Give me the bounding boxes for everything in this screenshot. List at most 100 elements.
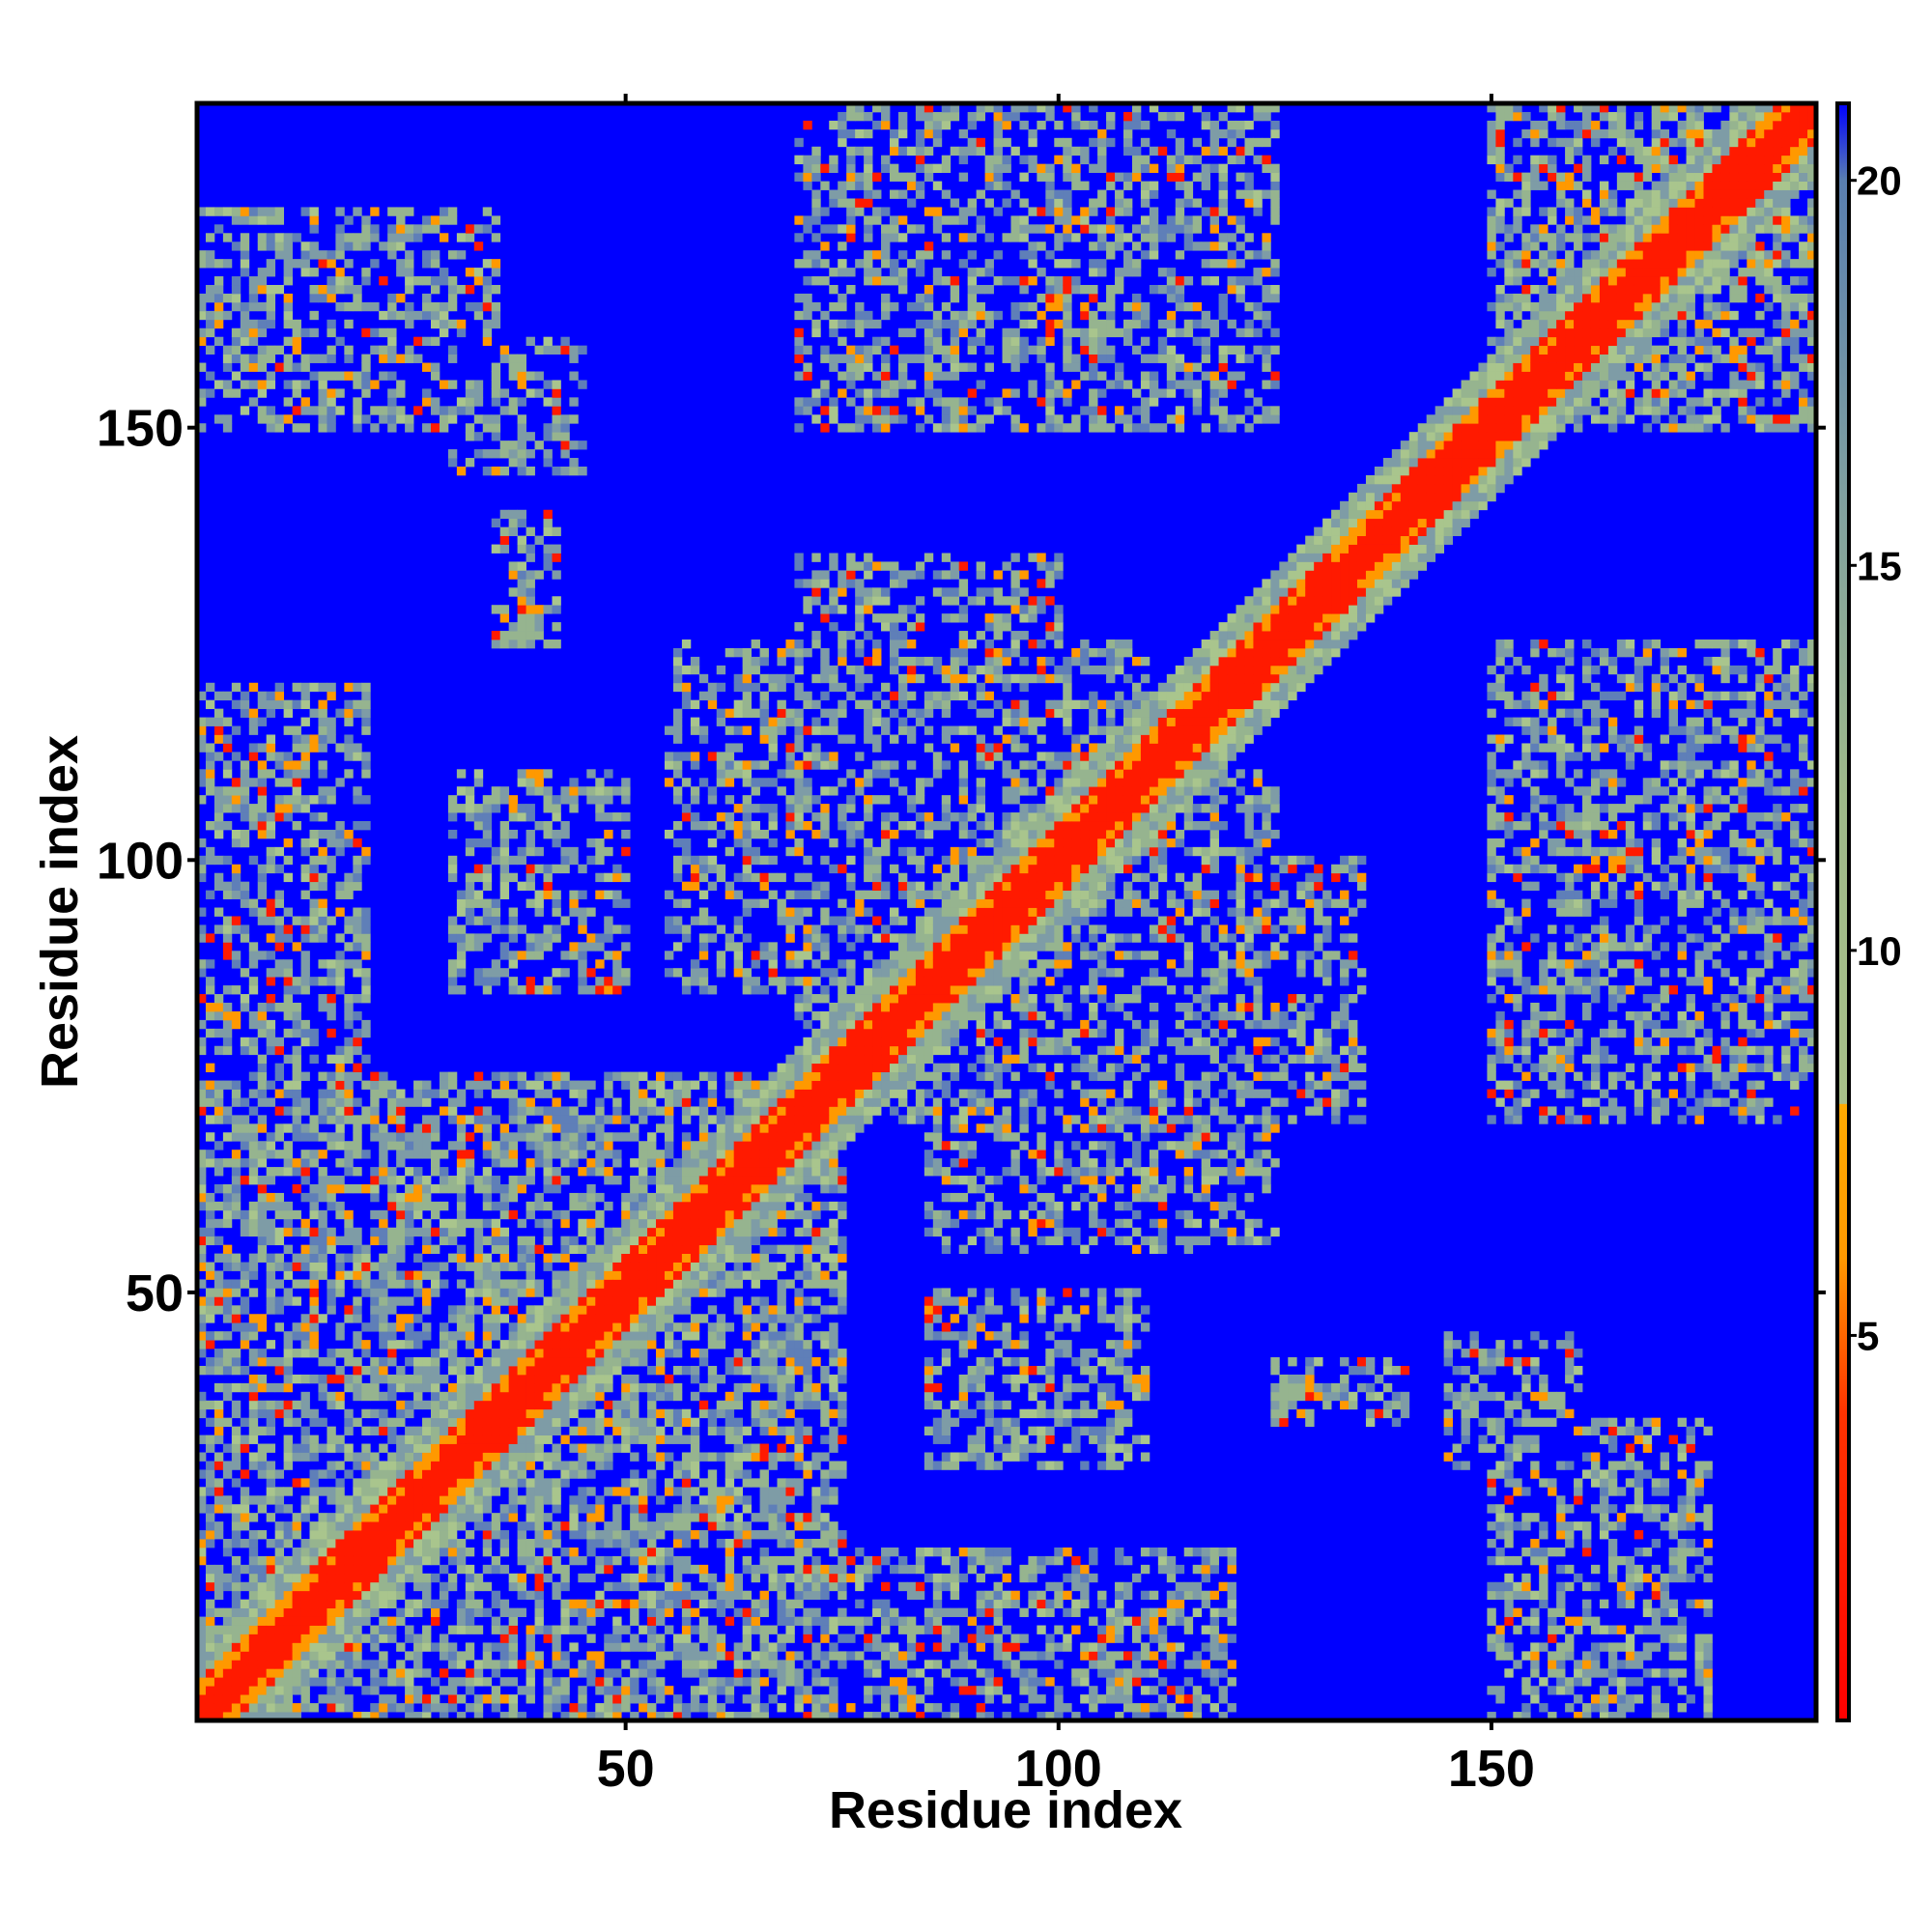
heatmap-cell: [327, 691, 336, 701]
heatmap-cell: [447, 1391, 458, 1402]
heatmap-cell: [361, 1555, 371, 1566]
heatmap-cell: [300, 1660, 310, 1669]
heatmap-cell: [1530, 1547, 1540, 1557]
heatmap-cell: [456, 1469, 467, 1479]
heatmap-cell: [993, 1555, 1003, 1566]
heatmap-cell: [300, 1322, 310, 1332]
heatmap-cell: [240, 1037, 250, 1047]
heatmap-cell: [890, 1564, 899, 1575]
heatmap-cell: [1089, 1616, 1098, 1626]
heatmap-cell: [240, 1296, 250, 1306]
heatmap-cell: [231, 1668, 242, 1678]
heatmap-cell: [716, 1677, 726, 1687]
heatmap-cell: [205, 760, 215, 770]
heatmap-cell: [353, 838, 362, 848]
heatmap-cell: [231, 985, 242, 995]
heatmap-cell: [361, 1443, 371, 1453]
heatmap-cell: [630, 1555, 639, 1566]
heatmap-cell: [274, 1521, 285, 1531]
heatmap-cell: [586, 1539, 596, 1548]
heatmap-cell: [759, 1590, 769, 1601]
heatmap-cell: [621, 1694, 631, 1704]
heatmap-cell: [283, 1616, 293, 1626]
heatmap-cell: [447, 458, 458, 468]
heatmap-cell: [1625, 1443, 1635, 1453]
heatmap-cell: [257, 1028, 268, 1038]
heatmap-cell: [1175, 1590, 1185, 1601]
heatmap-cell: [1115, 1408, 1124, 1419]
heatmap-cell: [1677, 1642, 1687, 1652]
heatmap-cell: [707, 1452, 718, 1462]
heatmap-cell: [1590, 1651, 1601, 1661]
heatmap-cell: [300, 1686, 310, 1695]
heatmap-cell: [396, 1521, 406, 1531]
heatmap-cell: [361, 846, 371, 857]
heatmap-cell: [586, 1426, 596, 1435]
heatmap-cell: [335, 1495, 345, 1505]
heatmap-cell: [803, 1547, 812, 1557]
heatmap-cell: [1677, 1539, 1687, 1548]
heatmap-cell: [387, 1097, 397, 1107]
heatmap-cell: [1504, 1469, 1514, 1479]
heatmap-cell: [379, 1694, 388, 1704]
heatmap-cell: [370, 345, 380, 355]
heatmap-cell: [759, 1642, 769, 1652]
heatmap-cell: [361, 1391, 371, 1402]
heatmap-cell: [447, 1677, 458, 1687]
heatmap-cell: [456, 1616, 467, 1626]
heatmap-cell: [465, 1469, 475, 1479]
heatmap-cell: [473, 1089, 484, 1098]
heatmap-cell: [508, 804, 519, 813]
heatmap-cell: [1574, 1487, 1583, 1496]
heatmap-cell: [318, 846, 327, 857]
heatmap-cell: [491, 1305, 501, 1315]
heatmap-cell: [1582, 1677, 1592, 1687]
heatmap-cell: [292, 1331, 301, 1341]
heatmap-cell: [327, 1357, 336, 1367]
heatmap-cell: [318, 388, 327, 398]
heatmap-cell: [1495, 1686, 1505, 1695]
heatmap-cell: [1677, 1452, 1687, 1462]
heatmap-cell: [552, 1677, 561, 1687]
heatmap-cell: [482, 1478, 493, 1488]
heatmap-cell: [257, 1426, 268, 1435]
heatmap-cell: [222, 933, 233, 943]
heatmap-cell: [707, 1521, 718, 1531]
heatmap-cell: [379, 1539, 388, 1548]
heatmap-cell: [1642, 1547, 1653, 1557]
heatmap-cell: [456, 1651, 467, 1661]
heatmap-cell: [1582, 1426, 1592, 1435]
heatmap-cell: [672, 1712, 683, 1721]
heatmap-cell: [517, 1547, 526, 1557]
heatmap-cell: [698, 1530, 709, 1540]
heatmap-cell: [222, 804, 233, 813]
heatmap-cell: [1166, 1616, 1177, 1626]
heatmap-cell: [318, 1192, 327, 1203]
heatmap-cell: [630, 1504, 639, 1514]
heatmap-cell: [941, 1555, 952, 1566]
heatmap-cell: [465, 942, 475, 952]
heatmap-cell: [967, 1660, 978, 1669]
heatmap-cell: [309, 327, 319, 338]
heatmap-cell: [499, 1279, 510, 1289]
heatmap-cell: [820, 1564, 830, 1575]
heatmap-cell: [1010, 1634, 1020, 1643]
heatmap-cell: [499, 795, 510, 805]
heatmap-cell: [439, 1435, 449, 1444]
heatmap-cell: [491, 371, 501, 381]
heatmap-cell: [292, 1209, 301, 1220]
heatmap-cell: [1071, 1564, 1081, 1575]
heatmap-cell: [379, 1487, 388, 1496]
heatmap-cell: [205, 1340, 215, 1350]
heatmap-cell: [344, 708, 354, 718]
heatmap-cell: [707, 1677, 718, 1687]
heatmap-cell: [387, 1305, 397, 1315]
heatmap-cell: [456, 1331, 467, 1341]
heatmap-cell: [222, 1712, 233, 1721]
heatmap-cell: [915, 1668, 925, 1678]
heatmap-cell: [491, 414, 501, 424]
heatmap-cell: [829, 1564, 838, 1575]
heatmap-cell: [1539, 1590, 1548, 1601]
heatmap-cell: [413, 1686, 423, 1695]
heatmap-cell: [1513, 1581, 1522, 1592]
